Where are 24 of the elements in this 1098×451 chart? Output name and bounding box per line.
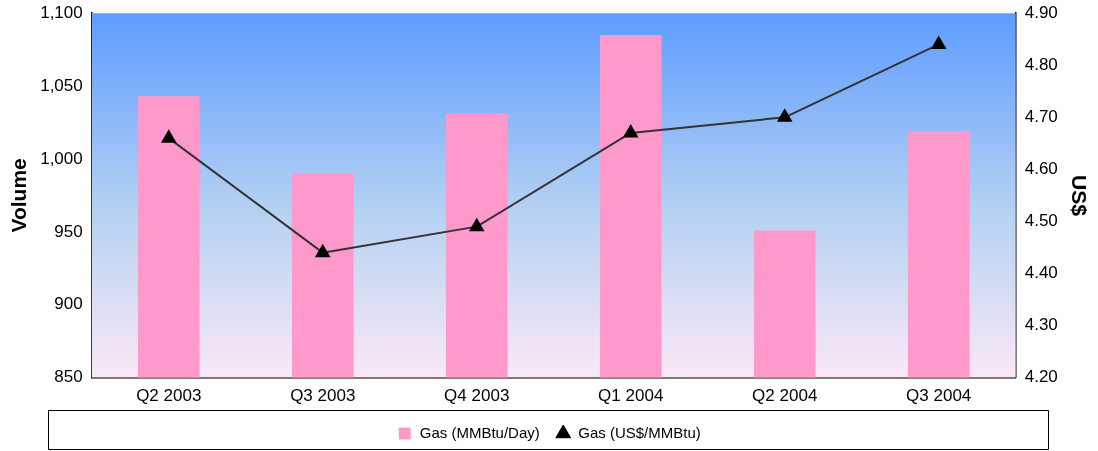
- y-tick-label: 950: [54, 221, 83, 241]
- x-tick-label: Q4 2003: [444, 386, 510, 406]
- x-tick-label: Q2 2004: [752, 386, 818, 406]
- y2-tick-label: 4.80: [1024, 54, 1058, 74]
- y2-tick-label: 4.70: [1024, 107, 1058, 126]
- x-tick-label: Q3 2004: [906, 386, 972, 406]
- y-tick-label: 1,100: [40, 2, 83, 22]
- x-tick-label: Q2 2003: [136, 386, 202, 406]
- x-tick-label: Q3 2003: [290, 386, 356, 406]
- y-tick-label: 850: [54, 367, 83, 387]
- y2-tick-label: 4.50: [1024, 211, 1058, 231]
- y2-tick-label: 4.30: [1024, 315, 1058, 335]
- y2-tick-label: 4.40: [1024, 263, 1058, 283]
- y2-axis-title: US$: [1067, 174, 1091, 217]
- x-tick-label: Q1 2004: [598, 386, 664, 406]
- y2-tick-label: 4.20: [1024, 367, 1058, 387]
- y2-tick-label: 4.90: [1024, 2, 1058, 22]
- legend-label: Gas (US$/MMBtu): [578, 423, 701, 441]
- y-axis-title: Volume: [7, 158, 31, 233]
- y2-tick-label: 4.60: [1024, 159, 1058, 179]
- y-tick-label: 900: [54, 294, 83, 314]
- y-tick-label: 1,000: [40, 148, 83, 168]
- legend-label: Gas (MMBtu/Day): [419, 423, 540, 441]
- y-tick-label: 1,050: [40, 75, 83, 95]
